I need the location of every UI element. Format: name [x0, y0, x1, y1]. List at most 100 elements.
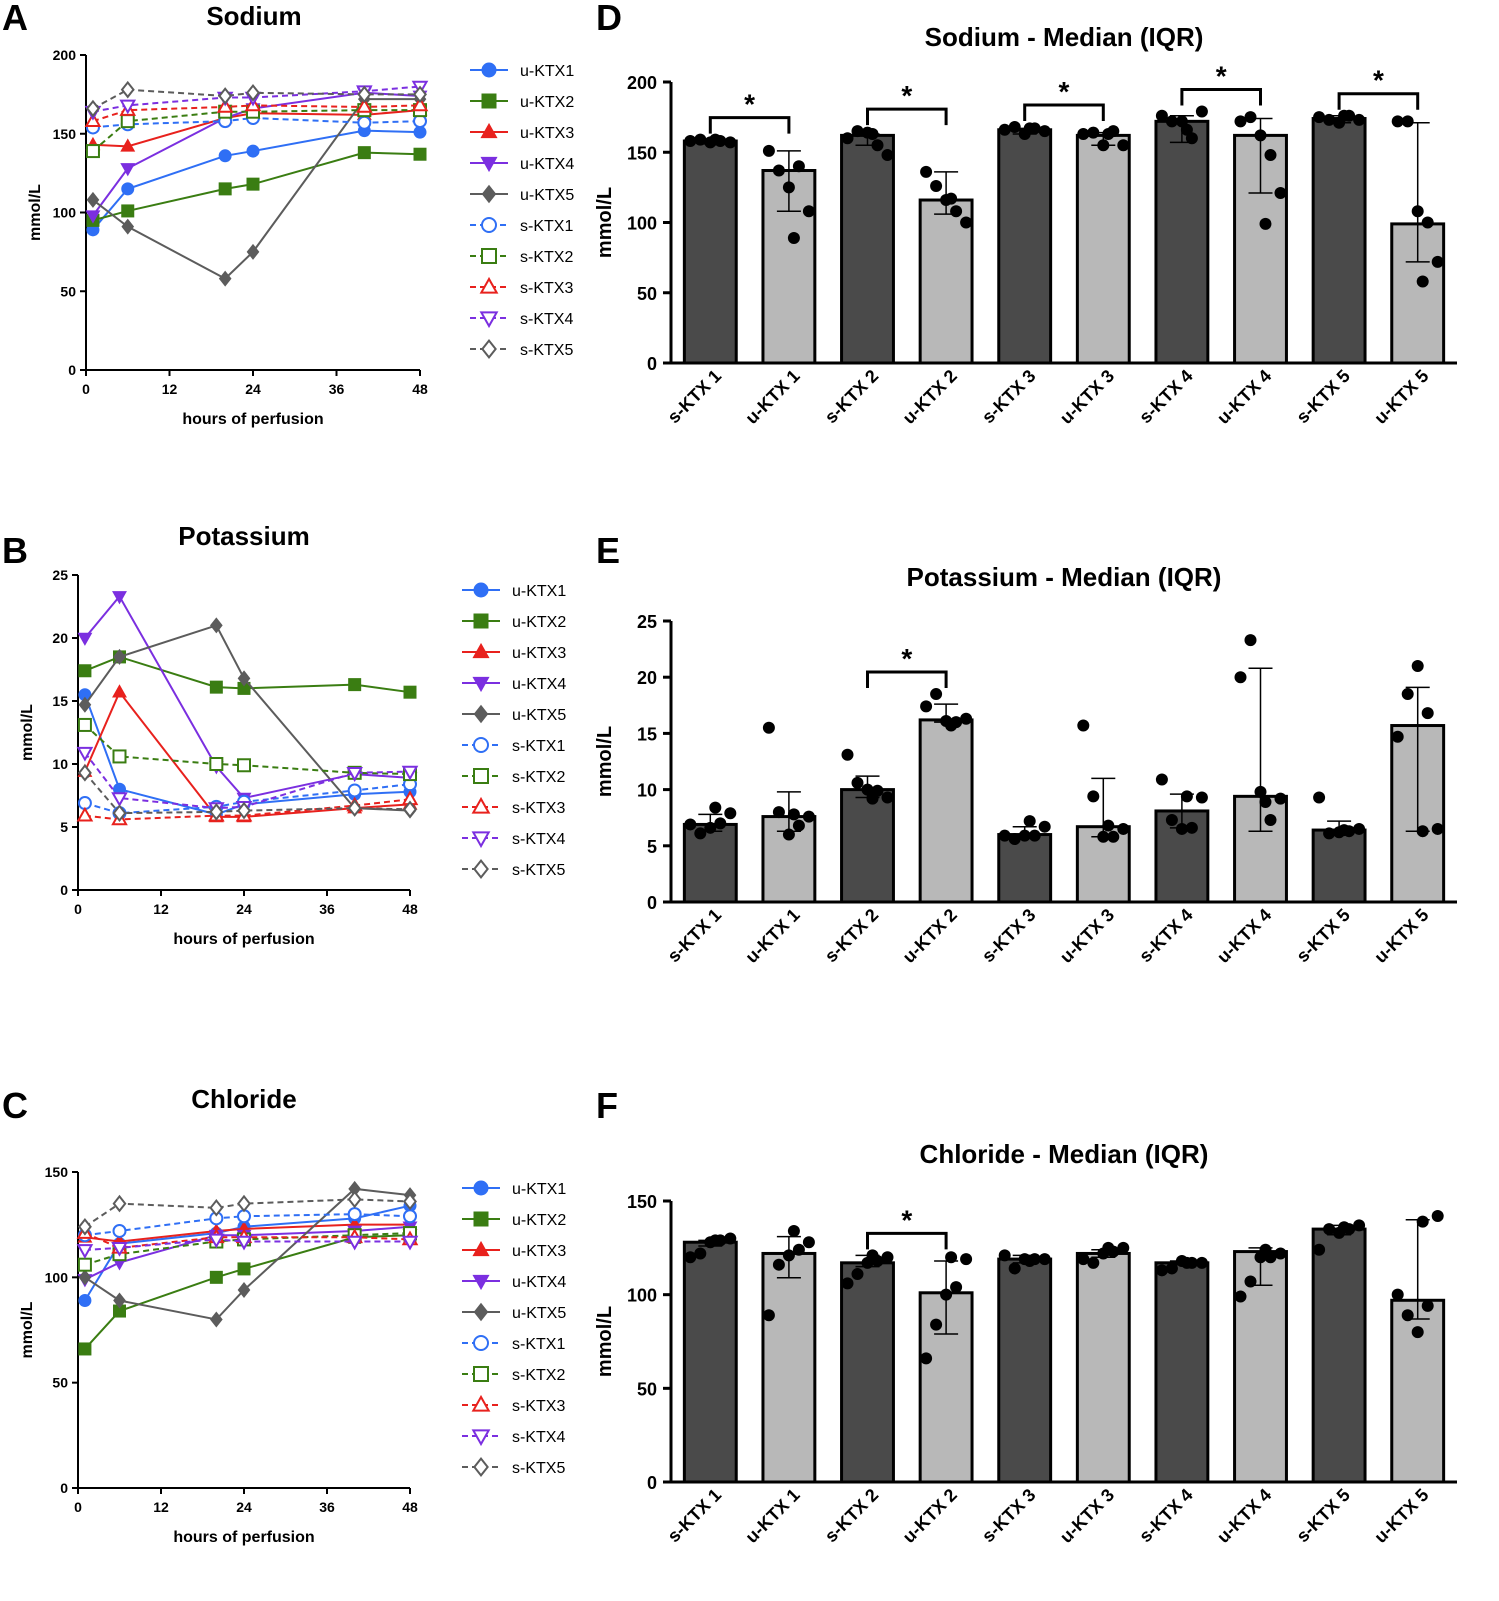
y-tick-label: 50 — [637, 1379, 657, 1399]
data-point — [1353, 113, 1366, 126]
significance-label: * — [1216, 61, 1227, 92]
y-tick-label: 150 — [627, 1192, 657, 1212]
category-label: s-KTX 2 — [821, 366, 883, 428]
bar-group-u-KTX-4: u-KTX 4 — [1213, 634, 1288, 967]
data-point — [1097, 139, 1110, 152]
x-tick-label: 24 — [245, 381, 261, 397]
bar-group-s-KTX-2: s-KTX 2 — [821, 125, 895, 428]
data-point — [1244, 1275, 1257, 1288]
data-point — [1023, 815, 1036, 828]
bar-group-u-KTX-3: u-KTX 3 — [1056, 719, 1131, 967]
x-tick-label: 48 — [402, 901, 418, 917]
legend-marker — [481, 248, 497, 264]
data-point — [1353, 1219, 1366, 1232]
x-tick-label: 24 — [236, 1499, 252, 1515]
legend-label: u-KTX5 — [512, 1305, 566, 1322]
category-label: u-KTX 2 — [899, 366, 961, 428]
data-point — [120, 114, 135, 129]
data-point — [684, 135, 697, 148]
data-point — [121, 204, 135, 218]
legend-item: u-KTX3 — [462, 642, 566, 662]
bar-group-u-KTX-5: u-KTX 5 — [1370, 659, 1446, 967]
bar-group-s-KTX-1: s-KTX 1 — [664, 133, 738, 428]
data-point — [1353, 822, 1366, 835]
data-point — [235, 1235, 253, 1251]
legend-item: s-KTX4 — [462, 831, 565, 849]
data-point — [78, 664, 92, 678]
data-point — [120, 80, 135, 99]
data-point — [1421, 707, 1434, 720]
series-line — [92, 116, 421, 129]
data-point — [881, 149, 894, 162]
legend-label: u-KTX4 — [512, 1274, 566, 1291]
category-label: u-KTX 1 — [741, 1485, 803, 1547]
data-point — [413, 147, 427, 161]
legend-item: s-KTX3 — [462, 1394, 565, 1415]
data-point — [1254, 129, 1267, 142]
legend-marker — [480, 122, 498, 139]
legend-label: s-KTX4 — [520, 311, 573, 328]
data-point — [1259, 1243, 1272, 1256]
data-point — [346, 1235, 363, 1251]
series-line — [92, 98, 420, 280]
data-point — [78, 1342, 92, 1356]
bracket-line — [1337, 92, 1420, 110]
significance-label: * — [1373, 65, 1384, 96]
data-point — [112, 1194, 127, 1213]
x-tick-label: 48 — [402, 1499, 418, 1515]
bar — [1075, 133, 1131, 365]
legend: u-KTX1 u-KTX2 u-KTX3 u-KTX4 u-KTX5 s-KTX1 s-KT… — [470, 62, 574, 360]
data-point — [1313, 791, 1326, 804]
data-point — [111, 792, 128, 807]
data-point — [78, 1269, 92, 1286]
series-line — [84, 1187, 411, 1321]
data-point — [1008, 833, 1021, 846]
legend-marker — [472, 676, 490, 693]
legend: u-KTX1 u-KTX2 u-KTX3 u-KTX4 u-KTX5 s-KTX1 s-KT… — [462, 1180, 566, 1478]
series-line — [92, 129, 421, 231]
data-point — [1023, 1254, 1036, 1267]
bar-chart-E: E Potassium - Median (IQR) 0 5 10 15 20 25 mmol/… — [594, 530, 1457, 967]
bar-group-u-KTX-1: u-KTX 1 — [741, 1224, 817, 1547]
data-point — [403, 1209, 417, 1224]
legend-label: s-KTX2 — [512, 769, 565, 786]
legend-label: s-KTX3 — [512, 1398, 565, 1415]
x-tick-label: 12 — [162, 381, 178, 397]
data-point — [112, 1223, 127, 1238]
data-point — [802, 1236, 815, 1249]
data-point — [209, 1270, 223, 1284]
legend-item: s-KTX4 — [470, 311, 573, 329]
category-label: s-KTX 5 — [1292, 905, 1354, 967]
significance-bracket: * — [866, 643, 948, 689]
bar-group-s-KTX-1: s-KTX 1 — [664, 1232, 738, 1546]
legend-item: u-KTX4 — [462, 676, 566, 693]
bar-group-u-KTX-1: u-KTX 1 — [741, 144, 817, 428]
data-point — [1401, 688, 1414, 701]
data-point — [1038, 1253, 1051, 1266]
legend-label: u-KTX2 — [512, 1212, 566, 1229]
data-point — [119, 99, 137, 115]
data-point — [1234, 671, 1247, 684]
bracket-line — [1180, 88, 1262, 106]
y-tick-label: 25 — [637, 612, 657, 632]
legend-label: u-KTX1 — [520, 63, 574, 80]
data-point — [950, 1281, 963, 1294]
data-point — [1117, 1241, 1130, 1254]
bar — [1075, 1251, 1131, 1484]
data-point — [77, 1217, 92, 1236]
data-point — [762, 1309, 775, 1322]
data-point — [1391, 730, 1404, 743]
data-point — [1102, 819, 1115, 832]
bar-group-s-KTX-4: s-KTX 4 — [1135, 1254, 1210, 1546]
bar-group-u-KTX-1: u-KTX 1 — [741, 721, 817, 967]
data-point — [1431, 1209, 1444, 1222]
data-point — [694, 827, 707, 840]
significance-bracket: * — [708, 89, 791, 134]
data-point — [772, 806, 785, 819]
category-label: s-KTX 1 — [664, 366, 726, 428]
data-point — [1087, 790, 1100, 803]
legend-label: s-KTX1 — [520, 218, 573, 235]
series-s-KTX2 — [77, 717, 417, 782]
bar — [1311, 828, 1367, 904]
bar — [682, 139, 738, 365]
